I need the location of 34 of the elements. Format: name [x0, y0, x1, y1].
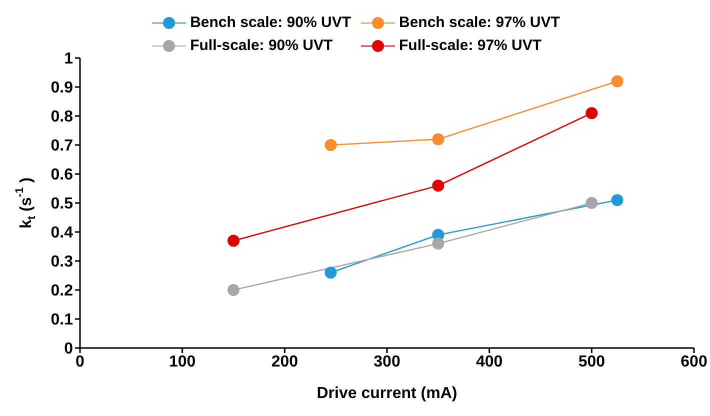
x-tick-label: 300 — [374, 353, 400, 370]
point — [324, 139, 337, 151]
point — [586, 107, 598, 120]
x-tick-label: 100 — [168, 353, 196, 370]
y-tick-label: 0.7 — [50, 138, 74, 155]
point — [228, 234, 240, 247]
point — [432, 133, 444, 146]
x-tick-label: 200 — [271, 353, 298, 370]
point — [586, 197, 598, 209]
point — [432, 238, 444, 250]
legend-label: Bench scale: 97% UVT — [399, 14, 560, 31]
y-tick-label: 0 — [64, 340, 74, 358]
x-tick-label: 0 — [76, 353, 85, 370]
x-tick-label: 400 — [476, 353, 503, 370]
legend-label: Full-scale: 90% UVT — [190, 37, 333, 54]
point — [432, 180, 444, 192]
y-tick-label: 0.2 — [50, 282, 74, 300]
y-tick-label: 0.8 — [50, 108, 74, 126]
y-tick-label: 0.5 — [50, 196, 74, 213]
point — [324, 266, 337, 279]
point — [611, 194, 624, 206]
y-tick-label: 1 — [64, 50, 74, 68]
legend-label: Full-scale: 97% UVT — [399, 37, 542, 54]
y-tick-label: 0.6 — [50, 166, 74, 184]
y-tick-label: 0.3 — [50, 254, 74, 271]
x-axis-title: Drive current (mA) — [316, 385, 458, 402]
y-tick-label: 0.9 — [50, 80, 74, 97]
y-tick-label: 0.1 — [50, 312, 74, 329]
y-tick-label: 0.4 — [50, 224, 74, 242]
point — [611, 75, 624, 88]
point — [228, 284, 240, 296]
x-tick-label: 600 — [680, 353, 708, 370]
x-tick-label: 500 — [578, 353, 606, 370]
legend-label: Bench scale: 90% UVT — [190, 14, 351, 31]
